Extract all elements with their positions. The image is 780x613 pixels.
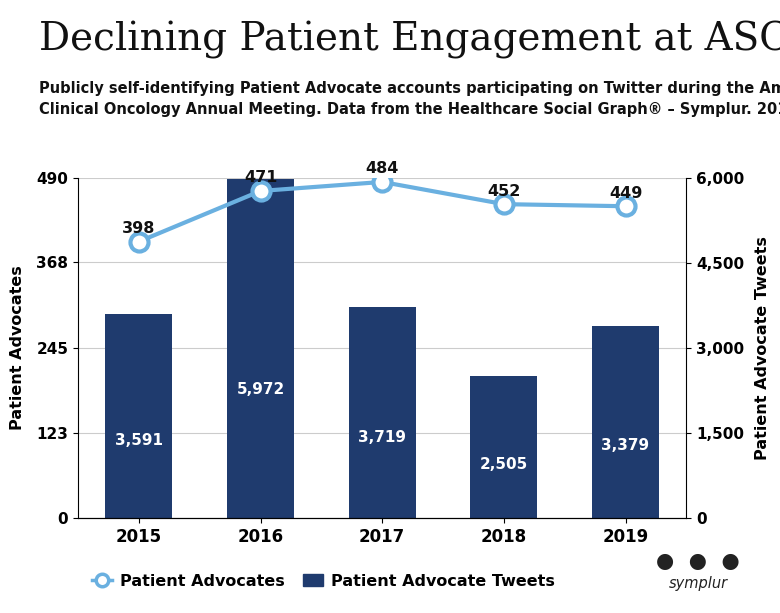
Text: 452: 452: [488, 184, 520, 199]
Bar: [349, 307, 416, 518]
Text: 471: 471: [244, 170, 277, 185]
Text: ●  ●  ●: ● ● ●: [656, 551, 740, 571]
Bar: [470, 376, 537, 518]
Legend: Patient Advocates, Patient Advocate Tweets: Patient Advocates, Patient Advocate Twee…: [86, 567, 561, 595]
Y-axis label: Patient Advocates: Patient Advocates: [10, 265, 25, 430]
Text: 5,972: 5,972: [236, 382, 285, 397]
Text: 398: 398: [122, 221, 155, 236]
Y-axis label: Patient Advocate Tweets: Patient Advocate Tweets: [756, 236, 771, 460]
Text: Publicly self-identifying Patient Advocate accounts participating on Twitter dur: Publicly self-identifying Patient Advoca…: [39, 81, 780, 117]
Text: 3,591: 3,591: [115, 433, 163, 448]
Text: 449: 449: [609, 186, 642, 200]
Bar: [592, 326, 659, 518]
Bar: [105, 314, 172, 518]
Text: 2,505: 2,505: [480, 457, 528, 471]
Text: 3,719: 3,719: [358, 430, 406, 446]
Text: Declining Patient Engagement at ASCO 2019: Declining Patient Engagement at ASCO 201…: [39, 21, 780, 59]
Text: symplur: symplur: [668, 576, 728, 591]
Text: 484: 484: [366, 161, 399, 177]
Bar: [227, 180, 294, 518]
Text: 3,379: 3,379: [601, 438, 650, 452]
